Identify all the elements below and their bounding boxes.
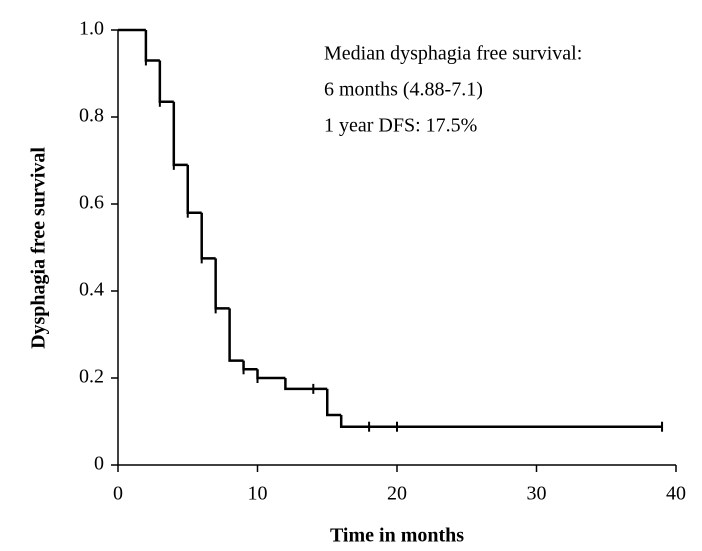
survival-step [256,369,286,380]
x-tick-label: 30 [527,483,547,505]
x-tick-label: 10 [248,483,268,505]
survival-step [214,258,230,310]
y-tick-label: 0.4 [79,279,104,301]
survival-step [228,308,244,362]
x-tick-label: 20 [387,483,407,505]
survival-step [284,378,328,391]
y-tick-label: 0.8 [79,105,104,127]
annotation: 1 year DFS: 17.5% [324,115,477,137]
survival-step [200,212,216,260]
y-tick-label: 1.0 [79,18,104,40]
y-tick-label: 0.6 [79,192,104,214]
y-axis-label: Dysphagia free survival [28,147,50,349]
x-tick-label: 40 [666,483,686,505]
survival-step [242,360,258,371]
survival-step [158,60,174,104]
survival-step [172,101,188,167]
survival-step [186,164,202,214]
annotation: Median dysphagia free survival: [324,43,582,65]
x-tick-label: 0 [113,483,123,505]
survival-step [339,414,663,428]
annotation: 6 months (4.88-7.1) [324,79,483,101]
survival-step [144,30,160,62]
survival-step [326,388,342,417]
x-axis-label: Time in months [330,525,464,547]
y-tick-label: 0.2 [79,366,104,388]
y-tick-label: 0 [94,453,104,475]
